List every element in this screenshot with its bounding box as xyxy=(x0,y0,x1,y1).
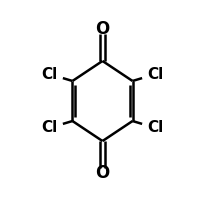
Text: Cl: Cl xyxy=(148,67,164,82)
Text: Cl: Cl xyxy=(41,67,57,82)
Text: O: O xyxy=(95,164,110,182)
Text: Cl: Cl xyxy=(148,120,164,135)
Text: Cl: Cl xyxy=(41,120,57,135)
Text: O: O xyxy=(95,20,110,38)
